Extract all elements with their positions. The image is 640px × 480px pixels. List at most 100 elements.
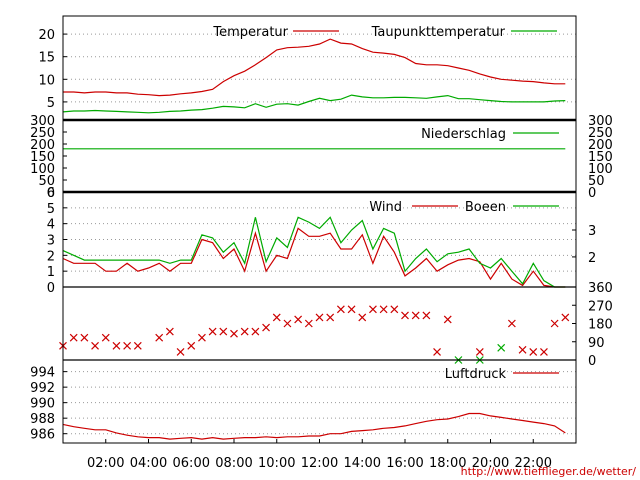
data-point — [219, 327, 228, 336]
data-point — [497, 343, 506, 352]
x-tick-label: 10:00 — [258, 456, 295, 471]
y-tick-label: 994 — [30, 366, 55, 381]
data-point — [326, 313, 335, 322]
data-point — [272, 313, 281, 322]
legend-label: Wind — [369, 200, 402, 215]
y-tick-label: 986 — [30, 428, 55, 443]
y-tick-label: 988 — [30, 412, 55, 427]
data-point — [390, 305, 399, 314]
data-point — [101, 333, 110, 342]
legend-label: Taupunkttemperatur — [371, 25, 506, 40]
y-tick-label-right: 100 — [588, 162, 613, 177]
data-point — [401, 311, 409, 320]
panel-rain: 050100150200250300050100150200250300Nied… — [30, 114, 613, 201]
data-point — [315, 313, 324, 322]
y-tick-label: 0 — [47, 186, 55, 201]
y-tick-label-right: 0 — [588, 354, 596, 369]
data-point — [507, 319, 516, 328]
y-tick-label-right: 180 — [588, 318, 613, 333]
y-tick-label-right: 3 — [588, 224, 596, 239]
legend-label: Luftdruck — [445, 367, 507, 382]
panel-frame — [62, 286, 577, 361]
x-tick-label: 12:00 — [301, 456, 338, 471]
y-tick-label-right: 50 — [588, 174, 605, 189]
y-tick-label: 50 — [38, 174, 55, 189]
data-point — [347, 305, 356, 314]
y-tick-label: 10 — [38, 73, 55, 88]
data-point — [422, 311, 431, 320]
y-tick-label: 4 — [47, 218, 55, 233]
y-tick-label: 250 — [30, 126, 55, 141]
data-point — [198, 333, 206, 342]
y-tick-label: 0 — [47, 281, 55, 296]
y-tick-label: 5 — [47, 96, 55, 111]
data-point — [80, 333, 89, 342]
credit-url: http://www.tiefflieger.de/wetter/ — [461, 465, 637, 478]
y-tick-label: 3 — [47, 234, 55, 249]
data-point — [475, 347, 484, 356]
data-point — [550, 319, 559, 328]
legend-label: Temperatur — [212, 25, 288, 40]
data-point — [433, 347, 441, 356]
data-point — [379, 305, 388, 314]
data-point — [561, 313, 570, 322]
y-tick-label: 2 — [47, 249, 55, 264]
legend-label: Boeen — [465, 200, 506, 215]
legend-label: Niederschlag — [421, 127, 506, 142]
x-tick-label: 14:00 — [344, 456, 381, 471]
y-tick-label: 15 — [38, 51, 55, 66]
data-point — [251, 327, 260, 336]
data-point — [112, 341, 121, 350]
y-tick-label-right: 2 — [588, 251, 596, 266]
y-tick-label: 990 — [30, 397, 55, 412]
data-point — [187, 341, 196, 350]
x-tick-label: 22:00 — [515, 456, 552, 471]
series-line-wind — [62, 227, 566, 288]
y-tick-label: 200 — [30, 138, 55, 153]
data-point — [133, 341, 142, 350]
data-point — [262, 323, 270, 332]
data-point — [540, 347, 548, 356]
data-point — [123, 341, 132, 350]
data-point — [294, 315, 303, 324]
y-tick-label-right: 150 — [588, 150, 613, 165]
x-tick-label: 16:00 — [386, 456, 423, 471]
data-point — [369, 305, 377, 314]
series-line-taupunkttemperatur — [62, 94, 566, 114]
y-tick-label: 300 — [30, 114, 55, 129]
series-line-temperatur — [63, 38, 566, 97]
y-tick-label: 6 — [47, 186, 55, 201]
data-point — [411, 311, 420, 320]
data-point — [304, 319, 313, 328]
x-tick-label: 04:00 — [130, 456, 167, 471]
data-point — [529, 347, 538, 356]
data-point — [165, 327, 174, 336]
x-tick-label: 18:00 — [429, 456, 466, 471]
series-line-luftdruck — [62, 412, 566, 440]
y-tick-label-right: 90 — [588, 336, 605, 351]
data-point — [208, 327, 217, 336]
x-tick-label: 20:00 — [472, 456, 509, 471]
y-tick-label-right: 360 — [588, 281, 613, 296]
panel-direction: 0 90 180 270 360 — [59, 281, 613, 369]
panel-temp: 5 10 15 20 Temperatur Taupunkttemperatur — [38, 15, 577, 121]
y-tick-label: 20 — [38, 28, 55, 43]
data-point — [230, 329, 238, 338]
y-tick-label: 1 — [47, 265, 55, 280]
data-point — [176, 347, 185, 356]
y-tick-label: 5 — [47, 202, 55, 217]
data-point — [336, 305, 345, 314]
data-point — [155, 333, 164, 342]
data-point — [240, 327, 249, 336]
x-tick-label: 08:00 — [215, 456, 252, 471]
x-tick-label: 06:00 — [173, 456, 210, 471]
data-point — [69, 333, 78, 342]
y-tick-label-right: 200 — [588, 138, 613, 153]
y-tick-label: 150 — [30, 150, 55, 165]
y-tick-label-right: 250 — [588, 126, 613, 141]
y-tick-label-right: 300 — [588, 114, 613, 129]
x-tick-label: 02:00 — [87, 456, 124, 471]
series-line-boeen — [62, 216, 566, 288]
